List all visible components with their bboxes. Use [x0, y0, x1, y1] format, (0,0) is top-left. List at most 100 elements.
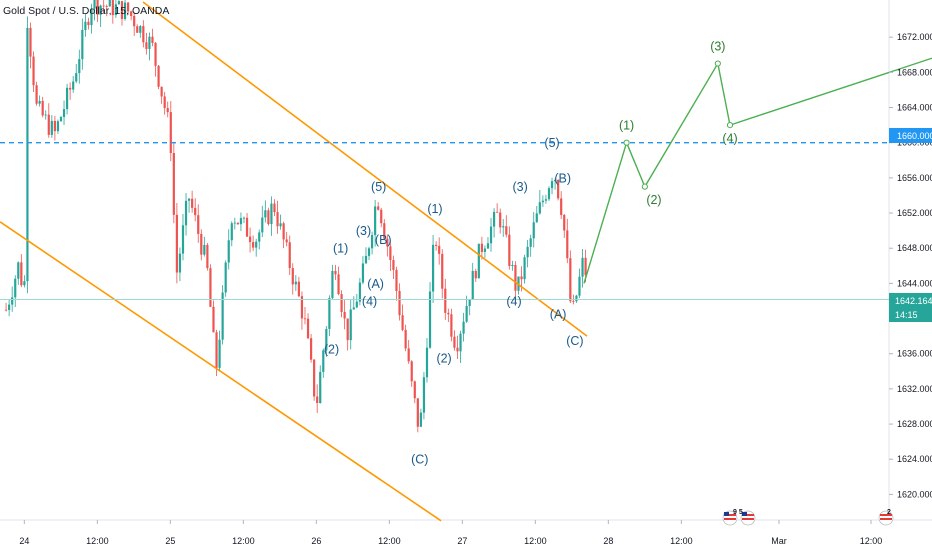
candle-body: [489, 226, 493, 244]
candle-body: [130, 11, 133, 16]
candle-body: [419, 412, 422, 427]
candle-body: [23, 281, 26, 286]
candle-body: [62, 109, 66, 118]
candle-body: [331, 270, 334, 298]
candle-body: [407, 348, 410, 362]
candle-body: [541, 200, 544, 203]
candle-body: [367, 248, 371, 256]
channel-line-2[interactable]: [142, 1, 588, 337]
flag-stripe: [880, 514, 892, 516]
candle-body: [456, 347, 459, 352]
candle-body: [584, 257, 587, 276]
candle-body: [431, 244, 435, 292]
wave-label: (A): [367, 277, 384, 291]
candle-body: [126, 2, 130, 12]
channel-line-1[interactable]: [0, 221, 442, 522]
time-axis[interactable]: 24 12:00 25 12:00 26 12:00 27 12:00 28 12:00 Mar 12…: [19, 520, 882, 546]
candle-body: [50, 120, 53, 135]
candle-body: [29, 27, 32, 57]
candle-body: [105, 5, 108, 7]
us-event-marker-flag-icon-2[interactable]: 2: [878, 509, 894, 526]
candle-body: [123, 2, 127, 19]
candle-body: [309, 338, 313, 360]
candle-body: [41, 100, 44, 116]
candle-body: [270, 203, 273, 225]
candle-body: [334, 270, 337, 275]
candle-body: [133, 15, 136, 27]
flag-canton: [724, 512, 729, 516]
candle-body: [447, 312, 450, 315]
candle-body: [480, 243, 483, 252]
wave-label: (C): [566, 334, 583, 348]
candle-body: [492, 211, 496, 227]
candle-body: [374, 206, 377, 235]
candle-body: [395, 269, 398, 291]
candle-body: [65, 87, 69, 110]
countdown-label: 14:15: [895, 310, 918, 320]
wave-label: (3): [512, 180, 527, 194]
wave-label: (B): [554, 171, 571, 185]
candle-body: [361, 263, 365, 283]
flag-stripe: [742, 518, 754, 520]
candle-body: [142, 26, 145, 43]
candle-body: [499, 212, 502, 228]
candle-body: [258, 232, 261, 242]
candle-body: [294, 281, 297, 285]
candle-body: [209, 268, 212, 307]
candle-body: [206, 244, 209, 269]
candle-body: [157, 65, 160, 87]
price-tick-label: 1632.000: [897, 384, 932, 394]
candle-body: [191, 198, 194, 208]
candle-body: [557, 179, 560, 199]
candle-body: [581, 257, 584, 277]
projection-group: [583, 28, 932, 284]
time-tick-label: Mar: [771, 536, 787, 546]
price-tick-label: 1656.000: [897, 173, 932, 183]
candle-body: [523, 257, 526, 280]
candle-body: [166, 108, 169, 113]
candle-body: [273, 203, 276, 213]
candle-body: [87, 21, 90, 26]
candle-body: [69, 87, 72, 90]
candle-body: [221, 292, 224, 340]
projection-path[interactable]: [583, 28, 932, 284]
us-event-marker-flag-icon[interactable]: 9 5: [722, 509, 756, 526]
candle-body: [75, 73, 78, 82]
candle-body: [413, 381, 416, 399]
countdown-badge: [889, 308, 932, 322]
candle-body: [468, 299, 471, 307]
candle-body: [282, 223, 285, 240]
candle-body: [239, 218, 243, 225]
candle-body: [511, 265, 514, 266]
candle-body: [297, 281, 300, 297]
candle-body: [358, 282, 361, 302]
candle-body: [264, 210, 267, 218]
candle-body: [435, 244, 438, 246]
price-tick-label: 1652.000: [897, 208, 932, 218]
candle-body: [178, 253, 182, 273]
wave-label: (5): [544, 136, 559, 150]
candle-body: [99, 5, 102, 15]
time-tick-label: 12:00: [670, 536, 693, 546]
channel-lines-group: [0, 1, 588, 522]
candle-body: [8, 304, 11, 310]
level-line-group: [0, 142, 889, 301]
wave-label: (5): [371, 180, 386, 194]
candle-body: [453, 336, 456, 348]
candle-body: [319, 371, 322, 404]
price-tick-label: 1648.000: [897, 243, 932, 253]
candle-body: [355, 301, 358, 308]
candle-body: [477, 243, 480, 279]
candle-body: [291, 268, 294, 285]
candle-body: [172, 153, 175, 215]
candle-body: [160, 86, 163, 97]
candle-body: [194, 207, 197, 216]
candle-body: [276, 212, 279, 227]
candle-body: [578, 276, 581, 296]
candle-body: [151, 36, 154, 43]
candle-body: [410, 361, 413, 382]
time-tick-label: 12:00: [524, 536, 547, 546]
candle-body: [300, 296, 304, 319]
